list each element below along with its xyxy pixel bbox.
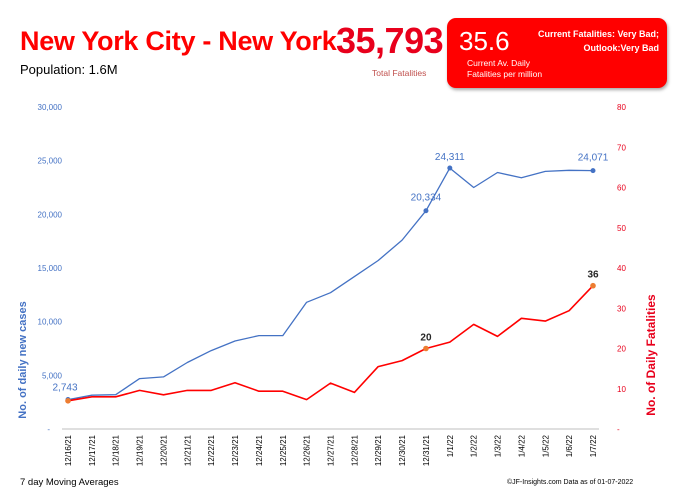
footer-credit: ©JF-Insights.com Data as of 01-07-2022 (507, 479, 634, 486)
x-tick-label: 12/19/21 (136, 434, 145, 466)
data-label: 2,743 (52, 383, 77, 394)
fatalities-series-line (67, 285, 594, 402)
cases-data-point (590, 168, 596, 174)
x-tick-label: 1/4/22 (517, 434, 526, 457)
cases-data-point (423, 208, 429, 214)
x-tick-label: 1/5/22 (541, 434, 550, 457)
cases-data-point (447, 165, 453, 171)
fatalities-data-point (590, 282, 596, 289)
y-right-tick-label: 70 (617, 143, 626, 152)
x-tick-label: 1/7/22 (589, 434, 598, 457)
cases-series-line (67, 167, 594, 401)
status-line-outlook: Outlook:Very Bad (583, 43, 659, 53)
total-fatalities-label: Total Fatalities (372, 68, 427, 78)
data-label: 24,311 (435, 152, 465, 163)
x-tick-label: 1/6/22 (565, 434, 574, 457)
x-tick-label: 1/2/22 (470, 434, 479, 457)
x-tick-label: 12/26/21 (303, 434, 312, 466)
y-right-tick-label: 50 (617, 224, 626, 233)
y-right-tick-label: 20 (617, 345, 626, 354)
x-tick-label: 12/31/21 (422, 434, 431, 466)
population-label: Population: 1.6M (20, 62, 118, 77)
x-tick-label: 12/25/21 (279, 434, 288, 466)
x-tick-label: 1/3/22 (494, 434, 503, 457)
fatality-rate-box: 35.6 Current Av. Daily Fatalities per mi… (447, 18, 667, 88)
y-left-tick-label: 25,000 (38, 157, 63, 166)
fatality-rate-value: 35.6 (459, 26, 510, 56)
page-title: New York City - New York (20, 26, 337, 56)
data-label: 36 (587, 270, 599, 281)
y-right-axis-title: No. of Daily Fatalities (644, 294, 658, 416)
y-right-tick-label: 40 (617, 264, 626, 273)
x-tick-label: 1/1/22 (446, 434, 455, 457)
footer-note: 7 day Moving Averages (20, 477, 119, 488)
y-left-tick-label: 30,000 (38, 103, 63, 112)
y-right-tick-label: 10 (617, 385, 626, 394)
x-tick-label: 12/28/21 (350, 434, 359, 466)
total-fatalities-value: 35,793 (336, 20, 444, 61)
y-left-axis-title: No. of daily new cases (17, 301, 29, 418)
y-right-tick-label: 80 (617, 103, 626, 112)
fatalities-data-point (423, 345, 429, 352)
x-tick-label: 12/20/21 (159, 434, 168, 466)
data-label: 20 (420, 333, 432, 344)
y-left-tick-label: - (47, 425, 50, 434)
x-tick-label: 12/27/21 (327, 434, 336, 466)
x-tick-label: 12/29/21 (374, 434, 383, 466)
status-line-fatalities: Current Fatalities: Very Bad; (537, 29, 659, 39)
x-tick-label: 12/17/21 (88, 434, 97, 466)
x-tick-label: 12/30/21 (398, 434, 407, 466)
fatality-rate-label: Current Av. Daily Fatalities per million (467, 58, 543, 79)
status-text: Current Fatalities: Very Bad; Outlook:Ve… (538, 27, 659, 55)
x-tick-label: 12/18/21 (112, 434, 121, 466)
data-label: 20,334 (411, 193, 442, 204)
y-left-tick-label: 15,000 (38, 264, 63, 273)
y-left-tick-label: 5,000 (42, 371, 63, 380)
y-right-tick-label: 30 (617, 304, 626, 313)
x-tick-label: 12/24/21 (255, 434, 264, 466)
x-tick-label: 12/23/21 (231, 434, 240, 466)
y-left-tick-label: 10,000 (38, 318, 63, 327)
data-label: 24,071 (578, 153, 609, 164)
x-tick-label: 12/16/21 (64, 434, 73, 466)
y-right-tick-label: - (617, 425, 620, 434)
x-tick-label: 12/21/21 (183, 434, 192, 466)
fatalities-data-point (65, 398, 71, 404)
x-tick-label: 12/22/21 (207, 434, 216, 466)
y-right-tick-label: 60 (617, 184, 626, 193)
y-left-tick-label: 20,000 (38, 210, 63, 219)
